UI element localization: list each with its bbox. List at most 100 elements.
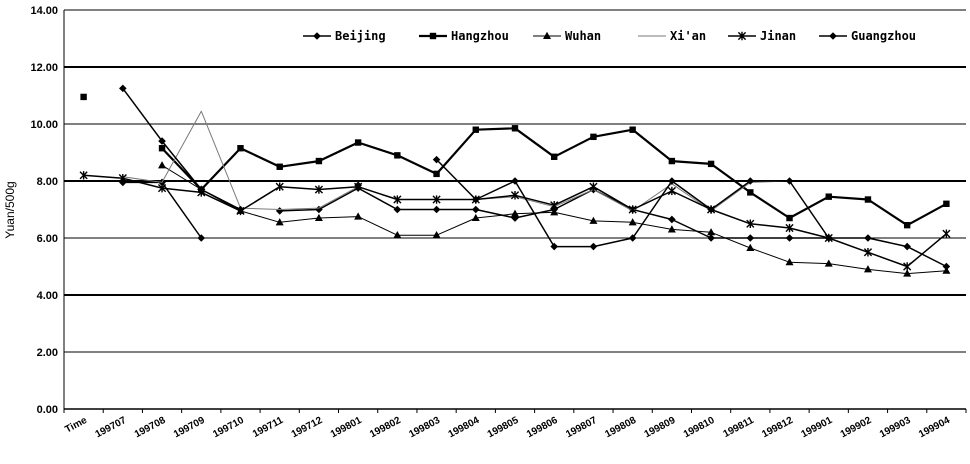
diamond-marker: [119, 84, 127, 93]
triangle-marker: [393, 230, 402, 239]
square-marker: [315, 157, 323, 165]
diamond-marker: [864, 234, 872, 242]
square-marker: [747, 189, 754, 196]
square-marker: [158, 145, 166, 152]
diamond-marker: [432, 205, 441, 214]
y-tick-labels: 0.00 2.00 4.00 6.00 8.00 10.00 12.00 14.00: [30, 5, 58, 416]
triangle-marker: [275, 218, 284, 226]
x-tick-label: 199805: [486, 415, 521, 441]
diamond-marker: [829, 32, 837, 40]
diamond-marker: [628, 234, 637, 242]
x-tick-label: 199712: [290, 415, 325, 441]
square-marker: [825, 193, 832, 200]
legend-item: Guangzhou: [819, 29, 916, 43]
diamond-marker: [313, 32, 321, 40]
square-marker: [433, 170, 440, 178]
y-tick-label: 2.00: [37, 347, 58, 359]
diamond-marker: [511, 177, 519, 185]
square-marker: [668, 157, 676, 165]
star-marker: [903, 262, 912, 271]
diamond-marker: [197, 234, 206, 242]
legend-label: Xi'an: [670, 29, 706, 43]
triangle-marker: [550, 208, 559, 216]
square-marker: [354, 139, 362, 146]
triangle-marker: [628, 218, 637, 226]
x-tick-label: 199903: [878, 415, 913, 441]
legend-item: Jinan: [728, 29, 796, 43]
x-tick-label: 199710: [211, 415, 246, 441]
square-marker: [590, 133, 597, 141]
x-tick-label: 199707: [94, 415, 129, 441]
legend-label: Beijing: [335, 29, 386, 43]
diamond-marker: [275, 207, 284, 215]
star-marker: [785, 223, 794, 233]
square-marker: [237, 145, 244, 152]
star-marker: [863, 248, 873, 257]
x-tick-label: 199809: [643, 415, 678, 441]
x-tick-label: 199803: [407, 415, 442, 441]
star-marker: [510, 191, 520, 200]
y-tick-label: 12.00: [30, 62, 58, 74]
legend-item: Wuhan: [533, 29, 601, 43]
diamond-marker: [393, 205, 402, 214]
diamond-marker: [746, 177, 755, 185]
diamond-marker: [785, 234, 794, 242]
x-tick-label: 199806: [525, 415, 560, 441]
x-tick-label: 199904: [917, 415, 952, 441]
square-marker: [786, 214, 793, 222]
square-marker: [943, 200, 950, 207]
diamond-marker: [471, 195, 480, 204]
square-marker: [903, 221, 911, 229]
x-tick-label: 199708: [133, 415, 168, 441]
star-marker: [275, 182, 284, 191]
x-tick-label: 199901: [800, 415, 835, 441]
diamond-marker: [746, 234, 755, 242]
legend-label: Wuhan: [565, 29, 601, 43]
y-tick-label: 14.00: [30, 5, 58, 17]
square-marker: [472, 126, 479, 133]
x-tick-labels: Time 199707 199708 199709 199710 199711 199712…: [63, 415, 952, 441]
y-tick-label: 4.00: [37, 290, 58, 302]
x-tick-label: 199902: [839, 415, 874, 441]
diamond-marker: [668, 177, 676, 185]
diamond-marker: [471, 205, 480, 214]
diamond-marker: [511, 214, 519, 222]
triangle-marker: [746, 243, 755, 251]
square-marker: [629, 126, 636, 133]
plot-area: [64, 10, 966, 409]
y-tick-label: 8.00: [37, 176, 58, 188]
diamond-marker: [668, 215, 676, 224]
x-tick-label: 199709: [172, 415, 207, 441]
star-marker: [550, 201, 559, 210]
triangle-marker: [432, 230, 441, 239]
diamond-marker: [942, 262, 951, 271]
triangle-marker: [511, 209, 519, 217]
star-marker: [628, 205, 637, 214]
star-marker: [737, 31, 747, 41]
square-marker: [707, 160, 715, 168]
triangle-marker: [543, 31, 551, 39]
x-tick-label: 199711: [251, 415, 286, 440]
legend-label: Jinan: [760, 29, 796, 43]
series-layer: [79, 84, 951, 277]
star-marker: [589, 182, 598, 191]
triangle-marker: [903, 269, 912, 277]
star-marker: [79, 171, 88, 180]
star-marker: [393, 195, 402, 204]
diamond-marker: [119, 178, 127, 187]
series-hangzhou: [80, 93, 950, 229]
diamond-marker: [785, 177, 794, 185]
y-tick-label: 10.00: [30, 119, 58, 131]
triangle-marker: [667, 225, 676, 233]
star-marker: [314, 185, 324, 194]
diamond-marker: [432, 155, 441, 164]
star-marker: [942, 229, 951, 238]
diamond-marker: [236, 205, 245, 214]
square-marker: [429, 32, 437, 40]
legend-label: Hangzhou: [451, 29, 509, 43]
x-tick-label: 199801: [329, 415, 364, 441]
legend-label: Guangzhou: [851, 29, 916, 43]
axes: [63, 10, 967, 413]
y-tick-label: 0.00: [37, 404, 58, 416]
x-tick-label: 199807: [564, 415, 599, 441]
